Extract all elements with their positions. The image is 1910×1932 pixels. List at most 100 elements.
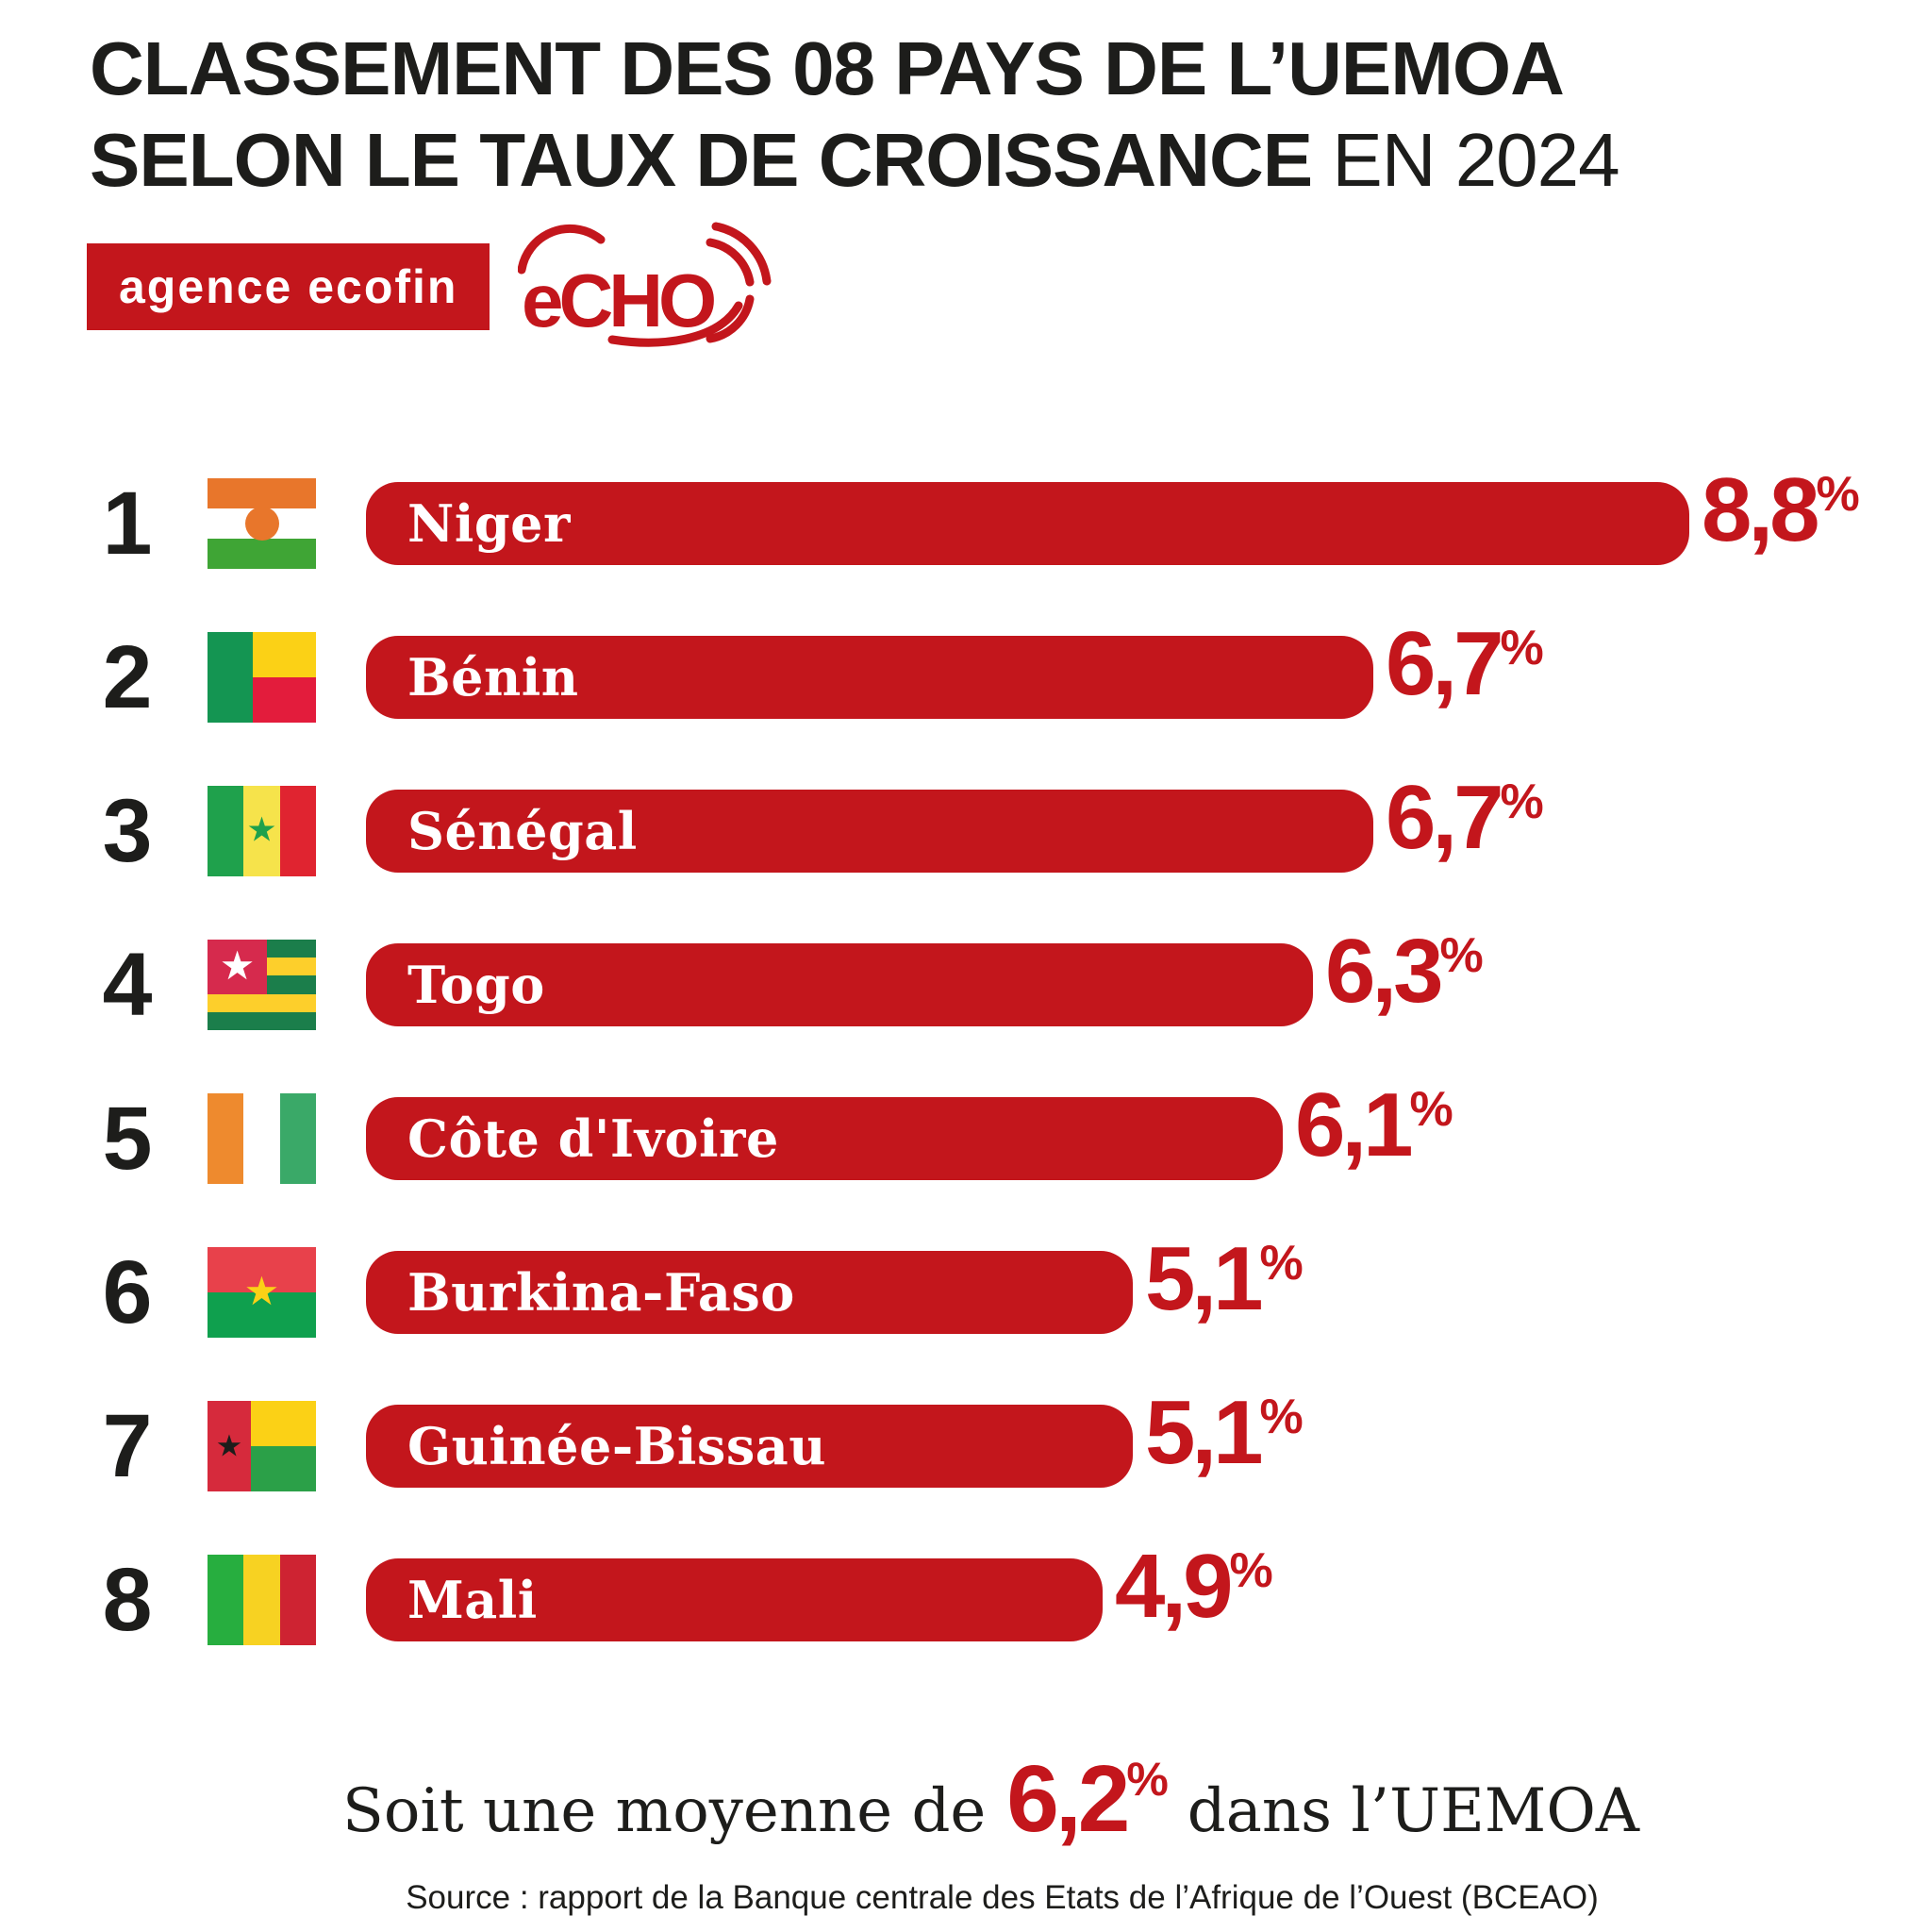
growth-bar: Sénégal bbox=[366, 790, 1373, 873]
flag-band bbox=[279, 1555, 316, 1645]
logo-row: agence ecofin eCHO bbox=[87, 222, 774, 347]
benin-flag bbox=[208, 632, 316, 723]
growth-value: 6,3% bbox=[1325, 926, 1484, 1043]
growth-value: 6,7% bbox=[1386, 619, 1544, 736]
flag-band bbox=[208, 478, 316, 508]
growth-value: 6,7% bbox=[1386, 773, 1544, 890]
flag-band: ★ bbox=[208, 1401, 251, 1491]
ranking-row: 8 Mali 4,9% bbox=[0, 1541, 1910, 1650]
ranking-row: 3 ★ Sénégal 6,7% bbox=[0, 773, 1910, 881]
flag-band bbox=[243, 1555, 280, 1645]
rank-number: 4 bbox=[102, 935, 153, 1035]
ranking-row: 2 Bénin 6,7% bbox=[0, 619, 1910, 727]
bar-wrap: Mali 4,9% bbox=[366, 1541, 1273, 1645]
flag-circle bbox=[244, 507, 279, 541]
flag-band bbox=[251, 1401, 316, 1446]
star-icon: ★ bbox=[219, 941, 256, 989]
flag-band bbox=[208, 539, 316, 569]
rank-number: 5 bbox=[102, 1089, 153, 1189]
rank-number: 1 bbox=[102, 474, 153, 574]
flag-slot bbox=[208, 1555, 316, 1645]
ranking-row: 6 ★ Burkina-Faso 5,1% bbox=[0, 1234, 1910, 1342]
ranking-row: 7 ★ Guinée-Bissau 5,1% bbox=[0, 1388, 1910, 1496]
growth-value-percent-sign: % bbox=[1816, 467, 1860, 522]
ranking-row: 4 ★ Togo 6,3% bbox=[0, 926, 1910, 1035]
niger-flag bbox=[208, 478, 316, 569]
echo-wave-top-right-outer bbox=[711, 222, 772, 286]
flag-band bbox=[279, 786, 316, 876]
flag-band bbox=[208, 1555, 244, 1645]
star-icon: ★ bbox=[246, 810, 277, 850]
summary-prefix: Soit une moyenne de bbox=[341, 1776, 987, 1846]
title-line-1-text: CLASSEMENT DES 08 PAYS DE L’UEMOA bbox=[90, 26, 1565, 110]
flag-band-group bbox=[251, 1401, 316, 1491]
growth-bar: Bénin bbox=[366, 636, 1373, 719]
flag-band-group bbox=[253, 632, 316, 723]
rank-number: 7 bbox=[102, 1396, 153, 1496]
title-line-2-bold: SELON LE TAUX DE CROISSANCE bbox=[90, 118, 1313, 202]
flag-slot bbox=[208, 478, 316, 569]
growth-bar: Niger bbox=[366, 482, 1689, 565]
flag-band bbox=[253, 677, 316, 723]
bar-wrap: Niger 8,8% bbox=[366, 465, 1860, 569]
country-label: Côte d'Ivoire bbox=[407, 1108, 779, 1169]
growth-bar: Côte d'Ivoire bbox=[366, 1097, 1283, 1180]
flag-band bbox=[279, 1093, 316, 1184]
title-line-2: SELON LE TAUX DE CROISSANCE EN 2024 bbox=[90, 114, 1620, 206]
title-line-2-light: EN 2024 bbox=[1332, 118, 1619, 202]
bar-wrap: Togo 6,3% bbox=[366, 926, 1484, 1030]
growth-value: 4,9% bbox=[1115, 1541, 1273, 1658]
mali-flag bbox=[208, 1555, 316, 1645]
growth-value: 6,1% bbox=[1295, 1080, 1453, 1197]
star-icon: ★ bbox=[243, 1268, 280, 1315]
rank-number: 3 bbox=[102, 781, 153, 881]
rank-number: 6 bbox=[102, 1242, 153, 1342]
rank-number: 8 bbox=[102, 1550, 153, 1650]
flag-canton: ★ bbox=[208, 940, 268, 994]
echo-wordmark: eCHO bbox=[522, 258, 714, 342]
flag-slot: ★ bbox=[208, 1247, 316, 1338]
country-label: Bénin bbox=[407, 647, 579, 708]
guinee-bissau-flag: ★ bbox=[208, 1401, 316, 1491]
echo-wave-top-right-inner bbox=[706, 238, 755, 287]
growth-value-percent-sign: % bbox=[1259, 1236, 1304, 1291]
flag-slot: ★ bbox=[208, 1401, 316, 1491]
bar-wrap: Burkina-Faso 5,1% bbox=[366, 1234, 1304, 1338]
country-label: Mali bbox=[407, 1570, 538, 1630]
growth-value: 5,1% bbox=[1145, 1388, 1304, 1505]
growth-value-number: 6,7 bbox=[1386, 767, 1503, 868]
rank-number: 2 bbox=[102, 627, 153, 727]
flag-band bbox=[243, 1093, 280, 1184]
growth-value: 5,1% bbox=[1145, 1234, 1304, 1351]
growth-value-number: 6,7 bbox=[1386, 613, 1503, 714]
growth-value-number: 5,1 bbox=[1145, 1228, 1263, 1329]
echo-underline bbox=[607, 301, 743, 347]
flag-slot: ★ bbox=[208, 786, 316, 876]
flag-band bbox=[208, 786, 244, 876]
growth-value-number: 8,8 bbox=[1702, 459, 1819, 560]
growth-value-percent-sign: % bbox=[1500, 621, 1544, 675]
summary-suffix: dans l’UEMOA bbox=[1187, 1776, 1639, 1846]
average-summary: Soit une moyenne de 6,2% dans l’UEMOA bbox=[36, 1747, 1910, 1867]
country-label: Burkina-Faso bbox=[407, 1262, 795, 1323]
echo-logo: eCHO bbox=[518, 221, 774, 353]
bar-wrap: Bénin 6,7% bbox=[366, 619, 1544, 723]
growth-bar: Burkina-Faso bbox=[366, 1251, 1133, 1334]
agence-ecofin-logo: agence ecofin bbox=[87, 243, 490, 330]
flag-slot bbox=[208, 1093, 316, 1184]
agence-ecofin-wordmark: agence ecofin bbox=[119, 260, 458, 313]
country-label: Togo bbox=[407, 955, 545, 1015]
flag-band bbox=[251, 1446, 316, 1491]
ranking-row: 5 Côte d'Ivoire 6,1% bbox=[0, 1080, 1910, 1189]
growth-value-number: 4,9 bbox=[1115, 1536, 1233, 1637]
country-label: Guinée-Bissau bbox=[407, 1416, 826, 1476]
ranking-row: 1 Niger 8,8% bbox=[0, 465, 1910, 574]
country-label: Niger bbox=[407, 493, 571, 554]
page-title: CLASSEMENT DES 08 PAYS DE L’UEMOA SELON … bbox=[90, 23, 1620, 206]
title-line-1: CLASSEMENT DES 08 PAYS DE L’UEMOA bbox=[90, 23, 1619, 114]
senegal-flag: ★ bbox=[208, 786, 316, 876]
growth-value-percent-sign: % bbox=[1409, 1082, 1453, 1137]
flag-band bbox=[208, 1247, 316, 1292]
bar-wrap: Côte d'Ivoire 6,1% bbox=[366, 1080, 1453, 1184]
